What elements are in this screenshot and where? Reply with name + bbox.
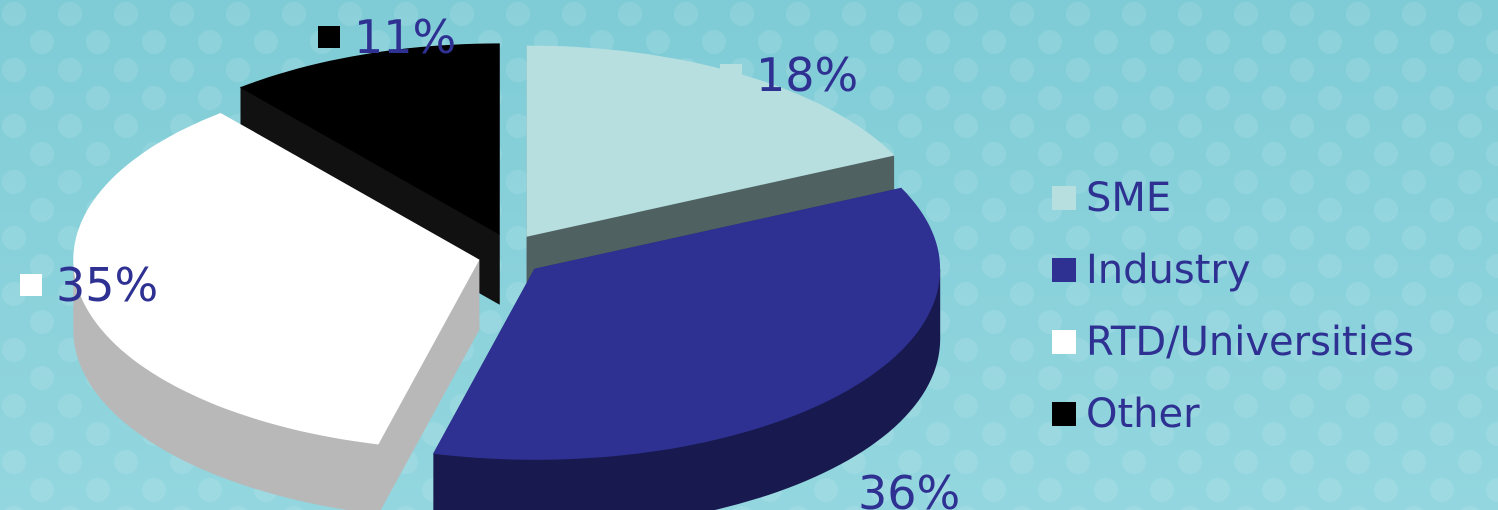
legend-item-sme: SME <box>1052 162 1414 234</box>
data-label-swatch <box>720 64 742 86</box>
legend: SME Industry RTD/Universities Other <box>1052 162 1414 450</box>
legend-item-other: Other <box>1052 378 1414 450</box>
legend-swatch <box>1052 402 1076 426</box>
data-label-swatch <box>20 274 42 296</box>
data-label-rtd-universities: 35% <box>20 262 158 308</box>
slice-top-industry <box>433 187 941 460</box>
legend-swatch <box>1052 330 1076 354</box>
pie-slice-industry <box>433 187 941 510</box>
legend-swatch <box>1052 258 1076 282</box>
data-label-industry: 36% <box>858 466 961 510</box>
legend-swatch <box>1052 186 1076 210</box>
legend-item-industry: Industry <box>1052 234 1414 306</box>
pie-slice-rtd-universities <box>73 112 480 510</box>
legend-item-rtd-universities: RTD/Universities <box>1052 306 1414 378</box>
data-label-sme: 18% <box>720 52 858 98</box>
slice-top-sme <box>526 45 895 237</box>
slice-top-other <box>239 43 500 235</box>
data-label-other: 11% <box>318 14 456 60</box>
data-label-swatch <box>318 26 340 48</box>
slice-top-rtd-universities <box>73 112 480 445</box>
